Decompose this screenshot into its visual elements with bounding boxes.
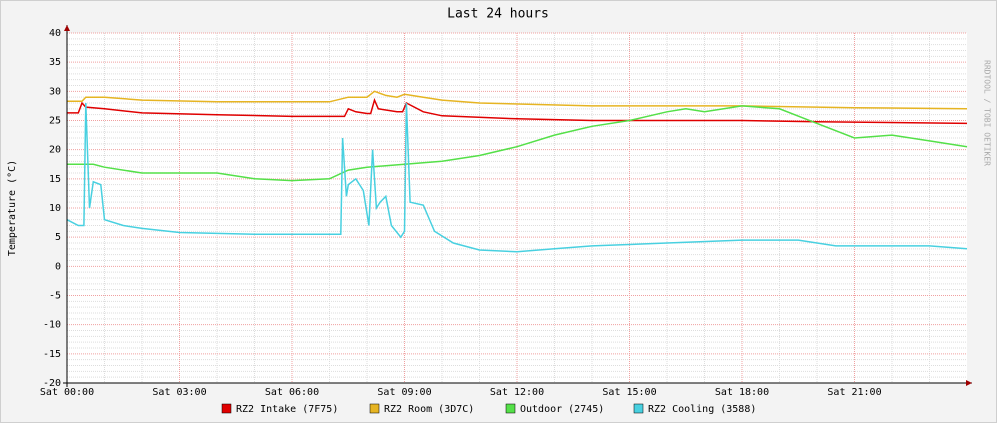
y-tick-label: -5 [49, 291, 61, 302]
y-tick-label: 30 [49, 86, 61, 97]
x-tick-label: Sat 09:00 [377, 387, 431, 398]
x-tick-label: Sat 06:00 [265, 387, 319, 398]
y-tick-label: 35 [49, 57, 61, 68]
y-tick-label: 20 [49, 145, 61, 156]
side-label: RRDTOOL / TOBI OETIKER [983, 60, 992, 166]
y-tick-label: -20 [43, 378, 61, 389]
y-tick-label: 40 [49, 28, 61, 39]
legend-label: RZ2 Cooling (3588) [648, 404, 756, 415]
y-tick-label: 0 [55, 261, 61, 272]
y-tick-label: 5 [55, 232, 61, 243]
legend-swatch [633, 403, 644, 414]
legend-swatch [505, 403, 516, 414]
x-tick-label: Sat 15:00 [602, 387, 656, 398]
x-arrow [966, 380, 972, 386]
legend-label: RZ2 Intake (7F75) [236, 404, 338, 415]
x-tick-label: Sat 21:00 [827, 387, 881, 398]
x-tick-label: Sat 12:00 [490, 387, 544, 398]
x-tick-label: Sat 03:00 [152, 387, 206, 398]
series-line [67, 105, 968, 182]
series-line [66, 102, 968, 253]
legend-swatch [369, 403, 380, 414]
grid [66, 32, 967, 384]
lines [66, 90, 968, 253]
y-arrow [64, 25, 70, 31]
y-tick-label: 15 [49, 174, 61, 185]
legend-swatch [221, 403, 232, 414]
legend-label: RZ2 Room (3D7C) [384, 404, 474, 415]
chart-title: Last 24 hours [447, 7, 549, 22]
y-tick-label: 10 [49, 203, 61, 214]
y-tick-label: -15 [43, 349, 61, 360]
y-tick-label: 25 [49, 116, 61, 127]
y-tick-label: -10 [43, 320, 61, 331]
series-line [67, 90, 968, 110]
y-axis-label: Temperature (°C) [7, 160, 18, 256]
legend-label: Outdoor (2745) [520, 404, 604, 415]
x-tick-label: Sat 18:00 [715, 387, 769, 398]
x-tick-label: Sat 00:00 [40, 387, 94, 398]
series-line [67, 97, 968, 125]
